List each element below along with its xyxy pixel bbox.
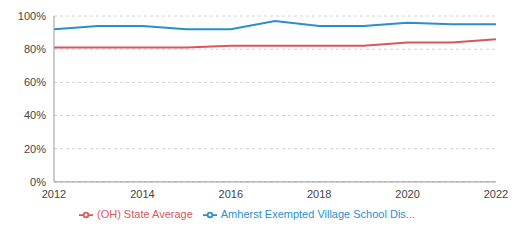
svg-text:0%: 0%	[30, 176, 46, 188]
svg-text:100%: 100%	[18, 10, 46, 22]
svg-text:2014: 2014	[130, 188, 154, 200]
svg-text:80%: 80%	[24, 43, 46, 55]
svg-text:2020: 2020	[395, 188, 419, 200]
html-text:Amherst Exempted Village Schoo: Amherst Exempted Village School Dis...	[220, 207, 415, 220]
svg-text:2016: 2016	[219, 188, 243, 200]
svg-text:60%: 60%	[24, 76, 46, 88]
html-text:(OH) State Average: (OH) State Average	[97, 207, 193, 220]
svg-text:20%: 20%	[24, 143, 46, 155]
svg-text:2022: 2022	[484, 188, 508, 200]
svg-text:2018: 2018	[307, 188, 331, 200]
svg-text:2012: 2012	[42, 188, 66, 200]
svg-text:40%: 40%	[24, 109, 46, 121]
